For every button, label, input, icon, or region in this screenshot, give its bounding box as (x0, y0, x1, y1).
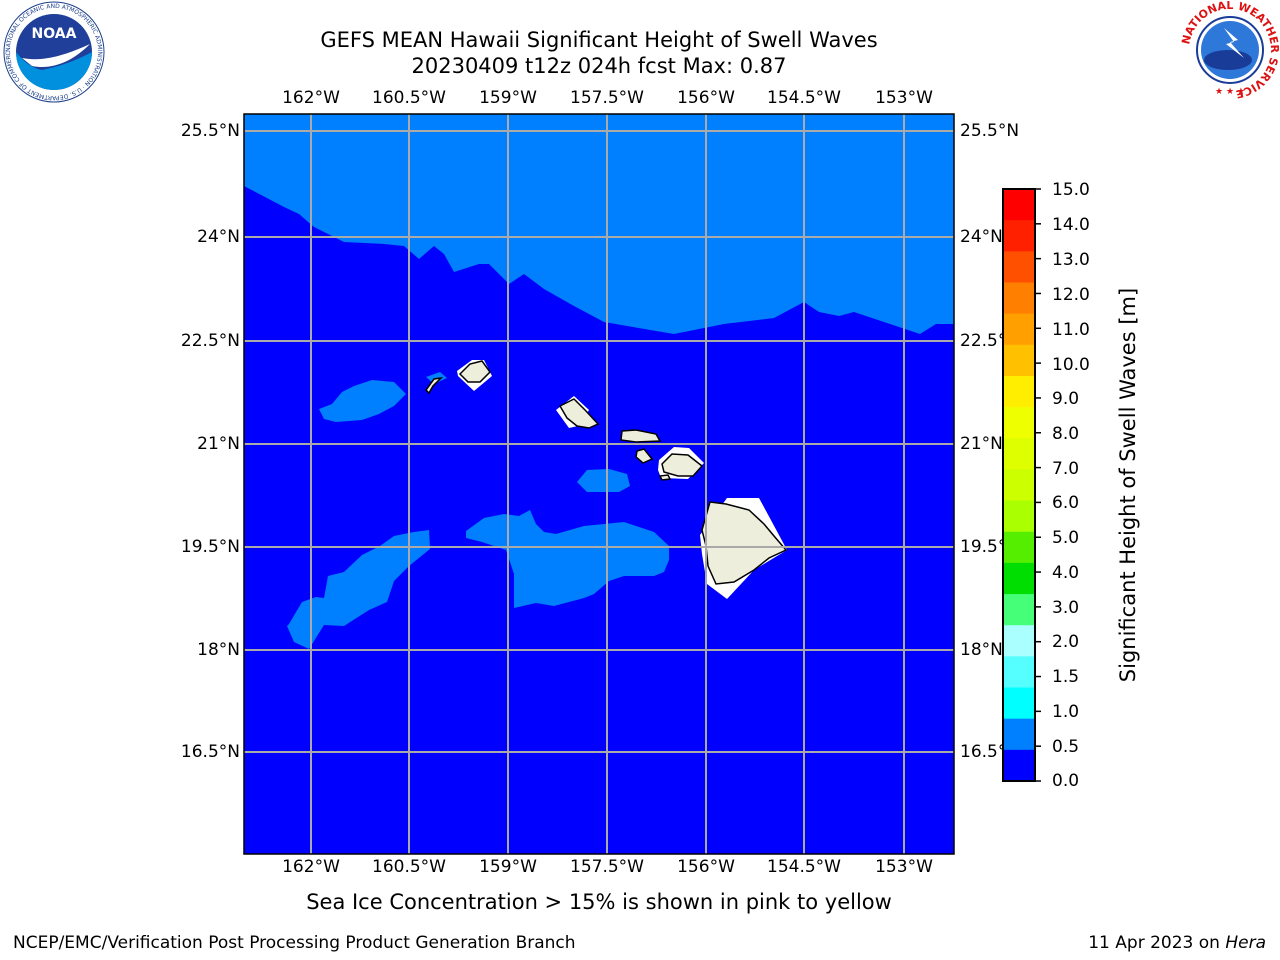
lat-label-right-21n: 21°N (960, 434, 1003, 454)
colorbar-tick-11-0: 11.0 (1052, 320, 1090, 340)
colorbar-tick-4-0: 4.0 (1052, 563, 1080, 583)
island-molokai (620, 429, 662, 443)
colorbar-segment (1003, 500, 1035, 533)
colorbar-tick-0-0: 0.0 (1052, 771, 1080, 791)
colorbar-tick-8-0: 8.0 (1052, 424, 1080, 444)
colorbar-tick-7-0: 7.0 (1052, 459, 1080, 479)
lat-label-right-24n: 24°N (960, 227, 1003, 247)
colorbar-segment (1003, 282, 1035, 315)
footer-producer: NCEP/EMC/Verification Post Processing Pr… (13, 933, 576, 953)
colorbar-tick-15-0: 15.0 (1052, 180, 1090, 200)
lon-label-bottom-157-5w: 157.5°W (570, 857, 644, 877)
swell-zone-kauai-channel (319, 380, 406, 422)
colorbar-tick-1-0: 1.0 (1052, 702, 1080, 722)
colorbar-segment (1003, 407, 1035, 439)
swell-zone-molokai (577, 469, 630, 492)
footer-date: 11 Apr 2023 on Hera (1088, 933, 1266, 953)
noaa-logo-text: NOAA (32, 26, 77, 42)
lon-label-top-153w: 153°W (875, 88, 933, 108)
lon-label-top-162w: 162°W (282, 88, 340, 108)
nws-logo: NATIONAL WEATHER SERVICE ★ ★ ★ (1179, 0, 1280, 101)
chart-subtitle-forecast: 20230409 t12z 024h fcst Max: 0.87 (411, 54, 787, 78)
colorbar-segment (1003, 749, 1035, 782)
lon-label-bottom-160-5w: 160.5°W (372, 857, 446, 877)
colorbar-tick-5-0: 5.0 (1052, 528, 1080, 548)
colorbar (1002, 188, 1041, 782)
gridlines (244, 114, 954, 854)
colorbar-segment (1003, 718, 1035, 751)
lon-label-top-159w: 159°W (479, 88, 537, 108)
colorbar-tick-13-0: 13.0 (1052, 250, 1090, 270)
swell-zone-north (244, 114, 954, 334)
lon-label-bottom-153w: 153°W (875, 857, 933, 877)
colorbar-tick-9-0: 9.0 (1052, 389, 1080, 409)
colorbar-segment (1003, 531, 1035, 564)
noaa-logo: NATIONAL OCEANIC AND ATMOSPHERIC ADMINIS… (0, 0, 105, 103)
lon-label-top-160-5w: 160.5°W (372, 88, 446, 108)
colorbar-segment (1003, 656, 1035, 689)
colorbar-tick-1-5: 1.5 (1052, 667, 1080, 687)
island-maui (661, 453, 704, 477)
lat-label-left-22-5n: 22.5°N (180, 331, 240, 351)
footer-date-text: 11 Apr 2023 on (1088, 933, 1220, 953)
lon-label-bottom-162w: 162°W (282, 857, 340, 877)
colorbar-segment (1003, 313, 1035, 346)
colorbar-tick-10-0: 10.0 (1052, 355, 1090, 375)
colorbar-segment (1003, 469, 1035, 502)
map-panel (243, 113, 955, 855)
colorbar-tick-2-0: 2.0 (1052, 632, 1080, 652)
colorbar-segment (1003, 687, 1035, 720)
lon-label-bottom-156w: 156°W (677, 857, 735, 877)
colorbar-tick-6-0: 6.0 (1052, 493, 1080, 513)
lat-label-left-18n: 18°N (197, 640, 240, 660)
map-border (243, 113, 955, 855)
colorbar-segment (1003, 562, 1035, 595)
chart-title: GEFS MEAN Hawaii Significant Height of S… (320, 28, 878, 52)
lat-label-left-25-5n: 25.5°N (180, 121, 240, 141)
colorbar-segment (1003, 594, 1035, 626)
lon-label-top-154-5w: 154.5°W (767, 88, 841, 108)
lon-label-bottom-159w: 159°W (479, 857, 537, 877)
lat-label-left-19-5n: 19.5°N (180, 537, 240, 557)
colorbar-segment (1003, 375, 1035, 408)
colorbar-segment (1003, 438, 1035, 470)
colorbar-tick-3-0: 3.0 (1052, 598, 1080, 618)
lat-label-left-16-5n: 16.5°N (180, 742, 240, 762)
lat-label-right-18n: 18°N (960, 640, 1003, 660)
lat-label-right-25-5n: 25.5°N (960, 121, 1020, 141)
colorbar-tick-14-0: 14.0 (1052, 215, 1090, 235)
colorbar-segment (1003, 220, 1035, 252)
lat-label-left-24n: 24°N (197, 227, 240, 247)
svg-text:★ ★ ★: ★ ★ ★ (1215, 87, 1245, 97)
lat-label-left-21n: 21°N (197, 434, 240, 454)
swell-zone-south-central (466, 510, 669, 608)
colorbar-tick-0-5: 0.5 (1052, 737, 1080, 757)
sea-ice-note: Sea Ice Concentration > 15% is shown in … (306, 890, 892, 914)
island-kauai (458, 360, 491, 383)
island-lanai (635, 448, 654, 464)
lon-label-top-156w: 156°W (677, 88, 735, 108)
lon-label-bottom-154-5w: 154.5°W (767, 857, 841, 877)
colorbar-tick-12-0: 12.0 (1052, 285, 1090, 305)
swell-zone-south-west (287, 530, 430, 649)
colorbar-segment (1003, 189, 1035, 221)
colorbar-segment (1003, 344, 1035, 377)
lon-label-top-157-5w: 157.5°W (570, 88, 644, 108)
colorbar-segment (1003, 625, 1035, 657)
footer-host: Hera (1225, 933, 1266, 953)
colorbar-label: Significant Height of Swell Waves [m] (1116, 287, 1140, 683)
island-oahu (558, 398, 600, 429)
island-kahoolawe (658, 474, 672, 481)
colorbar-segment (1003, 251, 1035, 283)
island-niihau (425, 376, 444, 395)
